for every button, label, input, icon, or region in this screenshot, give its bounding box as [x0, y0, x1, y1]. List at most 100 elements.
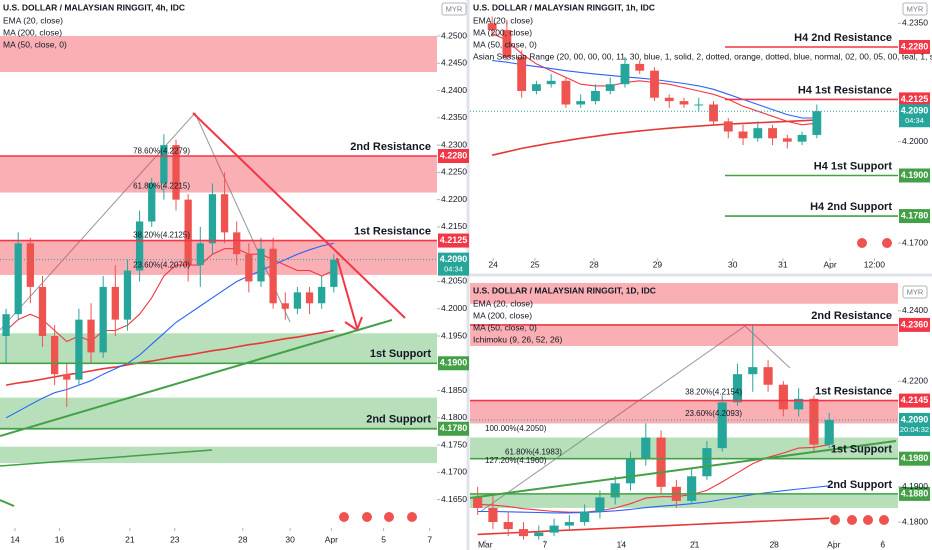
price-box — [438, 421, 469, 436]
moving-average — [491, 119, 817, 156]
candle-body — [763, 367, 773, 385]
fib-label: 23.60%(4.2070) — [133, 261, 190, 270]
x-tick-label: 28 — [589, 259, 599, 269]
price-label: 4.2125 — [901, 94, 929, 104]
candle-body — [546, 80, 556, 85]
candle-body — [305, 292, 314, 304]
y-tick-label: 4.2050 — [441, 276, 467, 286]
icon — [857, 238, 867, 248]
y-tick-label: 4.2350 — [441, 112, 467, 122]
candle-body — [679, 101, 689, 105]
candle-body — [641, 437, 651, 459]
candle-body — [610, 483, 620, 498]
candle-body — [269, 248, 277, 304]
price-label: 4.1780 — [440, 423, 468, 433]
indicator-label: EMA (20, close) — [473, 15, 533, 25]
candle-body — [778, 384, 788, 410]
x-tick-label: 14 — [617, 539, 627, 549]
y-tick-label: 4.1750 — [441, 439, 467, 449]
candle-body — [135, 221, 144, 271]
indicator-label: Asian Session Range (20, 00, 00, 00, 11,… — [473, 51, 932, 61]
y-tick-label: 4.2250 — [441, 167, 467, 177]
candle-body — [732, 374, 743, 403]
level-label: H4 1st Support — [814, 160, 893, 172]
candle-body — [111, 286, 119, 320]
candle-body — [503, 522, 513, 530]
candle-body — [782, 138, 792, 142]
candle-body — [233, 232, 241, 255]
candle-body — [605, 84, 615, 91]
indicator-label: MA (50, close, 0) — [3, 39, 67, 49]
candle-body — [753, 128, 763, 139]
candle-body — [794, 398, 804, 410]
candle-body — [75, 319, 83, 380]
x-tick-label: Apr — [325, 534, 338, 544]
y-tick-label: 4.2500 — [441, 30, 467, 40]
indicator-label: MA (200, close) — [473, 310, 532, 320]
icon — [863, 515, 873, 525]
indicator-label: MA (200, close) — [473, 27, 532, 37]
price-label: 4.2090 — [901, 414, 929, 424]
zone — [470, 400, 898, 424]
panel-plot: 100.00%(4.2050) 61.80%(4.1983)127.20%(4.1… — [470, 283, 898, 540]
icon — [407, 512, 417, 522]
candle-body — [87, 319, 95, 353]
level-label: 2nd Support — [366, 414, 431, 426]
candle-body — [160, 145, 168, 184]
price-label: 4.1900 — [901, 170, 929, 180]
currency-box — [902, 2, 928, 16]
x-tick-label: 6 — [880, 539, 885, 549]
panel-plot: 78.60%(4.2279) 61.80%(4.2215) 38.20%(4.212… — [0, 36, 437, 464]
price-label: 4.1880 — [901, 488, 929, 498]
candle-body — [38, 286, 47, 336]
price-box — [899, 317, 930, 332]
y-tick-label: 4.2450 — [441, 58, 467, 68]
price-box — [438, 233, 469, 248]
price-label: 4.2090 — [901, 106, 929, 116]
countdown: 04:34 — [444, 265, 463, 274]
price-label: 4.2280 — [901, 41, 929, 51]
candle-body — [656, 437, 666, 487]
currency-box — [441, 2, 467, 16]
candle-body — [534, 532, 544, 537]
price-label: 4.1900 — [440, 358, 468, 368]
level-label: 1st Support — [831, 444, 892, 456]
level-label: H4 1st Resistance — [798, 84, 892, 96]
indicator-label: Ichimoku (9, 26, 52, 26) — [473, 334, 562, 344]
candle-body — [687, 476, 697, 501]
candle-body — [245, 254, 253, 282]
price-box — [899, 393, 930, 408]
indicator-label: EMA (20, close) — [473, 298, 533, 308]
candle-body — [63, 374, 71, 380]
price-box — [899, 209, 930, 224]
x-tick-label: 21 — [690, 539, 700, 549]
candle-body — [709, 104, 718, 122]
x-tick-label: 28 — [769, 539, 779, 549]
level-label: 1st Resistance — [815, 385, 892, 397]
candle-body — [473, 497, 483, 508]
price-label: 4.1780 — [901, 210, 929, 220]
candle-body — [293, 292, 302, 309]
x-tick-label: 21 — [125, 534, 135, 544]
indicator-label: MA (50, close, 0) — [473, 322, 537, 332]
trend-line — [469, 440, 897, 499]
price-label: 4.1980 — [901, 453, 929, 463]
price-label: 4.2280 — [440, 150, 468, 160]
zone — [0, 240, 437, 275]
candle-body — [664, 97, 674, 102]
currency-box — [902, 285, 928, 299]
level-label: H4 2nd Support — [810, 201, 892, 213]
moving-average — [5, 242, 334, 419]
candle-body — [580, 511, 590, 523]
price-box — [899, 92, 930, 107]
candle-body — [502, 30, 512, 58]
x-tick-label: 16 — [55, 534, 65, 544]
trend-line — [0, 449, 213, 467]
x-tick-label: 30 — [285, 534, 295, 544]
zone — [470, 283, 898, 304]
moving-average — [477, 444, 830, 513]
price-box — [899, 104, 930, 128]
candle-body — [257, 248, 265, 282]
